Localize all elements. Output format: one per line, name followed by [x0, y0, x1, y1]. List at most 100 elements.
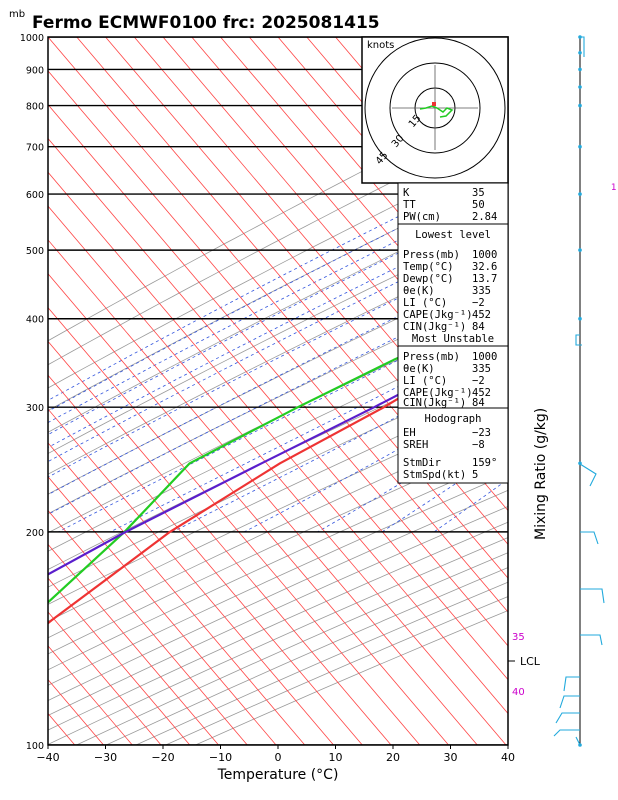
lcl-label: LCL [520, 655, 541, 668]
isotherm-line [566, 37, 618, 745]
dry-adiabat-line [48, 265, 508, 495]
pressure-tick-label: 200 [26, 528, 44, 539]
hodograph-params-title: Hodograph [425, 413, 482, 425]
hp-stmspd-value: 5 [472, 469, 478, 481]
isotherm-line [48, 205, 507, 745]
dry-adiabat-line [48, 149, 508, 389]
wind-barb-dot [578, 103, 582, 108]
side-label-35: 35 [512, 632, 525, 643]
wind-barb-900 [555, 712, 580, 724]
hp-sreh-label: SREH [403, 439, 428, 451]
wind-barb-dot [578, 248, 582, 252]
ll-dewp-label: Dewp(°C) [403, 273, 454, 285]
isotherm-line [48, 104, 508, 647]
hodograph-units-label: knots [367, 40, 394, 51]
ll-thetae-label: θe(K) [403, 285, 435, 297]
wind-barb-950 [553, 729, 580, 737]
moist-adiabat-line [48, 185, 508, 424]
isotherm-line [248, 37, 508, 343]
hp-stmspd-label: StmSpd(kt) [403, 469, 466, 481]
mu-press-label: Press(mb) [403, 351, 460, 363]
moist-adiabats [48, 161, 508, 533]
pressure-tick-label: 500 [26, 246, 44, 257]
pressure-tick-label: 1000 [20, 33, 44, 44]
temperature-tick-label: 40 [501, 751, 515, 764]
dry-adiabat-line [48, 328, 508, 552]
dry-adiabat-line [48, 404, 508, 622]
hodograph: knots 15 30 45 [361, 36, 509, 184]
hodograph-ring-45 [364, 37, 506, 179]
dry-adiabats [48, 96, 508, 745]
ll-cape-label: CAPE(Jkg⁻¹) [403, 309, 473, 321]
isotherm-line [48, 374, 363, 745]
temperature-tick-label: 0 [275, 751, 282, 764]
isotherm-line [48, 306, 421, 745]
wind-barb-850 [559, 695, 580, 709]
isotherm-line [48, 509, 248, 745]
isotherm-line [0, 37, 17, 745]
temperature-tick-labels: −40 −30 −20 −10 0 10 20 30 40 [36, 745, 515, 764]
indices-table: K 35 TT 50 PW(cm) 2.84 Lowest level Pres… [397, 182, 509, 484]
isotherm-line [537, 37, 618, 745]
isotherm-line [48, 577, 191, 745]
isotherm-line [48, 273, 449, 745]
mixing-ratio-label: 1 [611, 183, 617, 193]
indices-frame [397, 182, 509, 484]
isotherm-line [48, 37, 508, 579]
mixing-ratio-labels: 1234681012141618202530 [611, 183, 617, 193]
dry-adiabat-line [48, 287, 508, 515]
mu-li-value: −2 [472, 375, 485, 387]
mu-cin-label: CIN(Jkg⁻¹) [403, 397, 466, 409]
wind-barb-dot [578, 67, 582, 72]
temperature-tick-label: −10 [209, 751, 232, 764]
pressure-tick-label: 800 [26, 102, 44, 113]
wind-barb-1000 [575, 736, 581, 746]
pressure-tick-labels: 100 200 300 400 500 600 700 800 900 1000 [20, 33, 44, 752]
side-label-40: 40 [512, 687, 525, 698]
isotherm-line [48, 171, 508, 715]
index-pw-value: 2.84 [472, 211, 497, 223]
isotherm-line [48, 70, 508, 613]
ll-dewp-value: 13.7 [472, 273, 497, 285]
dry-adiabat-line [48, 385, 508, 605]
mixing-ratio-line [614, 37, 618, 194]
wind-barb-dot [578, 51, 582, 55]
temperature-tick-label: 10 [329, 751, 343, 764]
parcel-profile [48, 335, 508, 576]
index-tt-value: 50 [472, 199, 485, 211]
mu-press-value: 1000 [472, 351, 497, 363]
temperature-profile [48, 331, 508, 625]
moist-adiabat-line [48, 173, 508, 412]
moist-adiabat-line [48, 212, 508, 448]
wind-barb-dot [578, 35, 582, 39]
moist-adiabat-line [48, 243, 508, 478]
ll-li-label: LI (°C) [403, 297, 447, 309]
dry-adiabat-line [76, 552, 508, 745]
mu-thetae-label: θe(K) [403, 363, 435, 375]
ll-cin-value: 84 [472, 321, 485, 333]
temperature-tick-label: −20 [151, 751, 174, 764]
moist-adiabat-line [58, 303, 508, 533]
lowest-level-title: Lowest level [415, 229, 491, 241]
wind-barb-400 [579, 463, 597, 487]
isotherm-line [220, 37, 508, 376]
ll-thetae-value: 335 [472, 285, 491, 297]
dry-adiabat-line [48, 243, 508, 475]
index-k-label: K [403, 187, 410, 199]
ll-press-value: 1000 [472, 249, 497, 261]
hp-eh-value: −23 [472, 427, 491, 439]
unit-mb-label: mb [9, 9, 25, 20]
sounding-profiles [48, 301, 508, 625]
hp-stmdir-label: StmDir [403, 457, 441, 469]
index-k-value: 35 [472, 187, 485, 199]
pressure-tick-label: 400 [26, 315, 44, 326]
pressure-tick-label: 700 [26, 143, 44, 154]
chart-title: Fermo ECMWF0100 frc: 2025081415 [32, 13, 380, 33]
moist-adiabat-line [48, 261, 508, 496]
wind-barb-dot [578, 144, 582, 149]
dry-adiabat-line [48, 96, 508, 342]
ll-li-value: −2 [472, 297, 485, 309]
pressure-tick-label: 100 [26, 741, 44, 752]
dry-adiabat-line [48, 123, 508, 366]
